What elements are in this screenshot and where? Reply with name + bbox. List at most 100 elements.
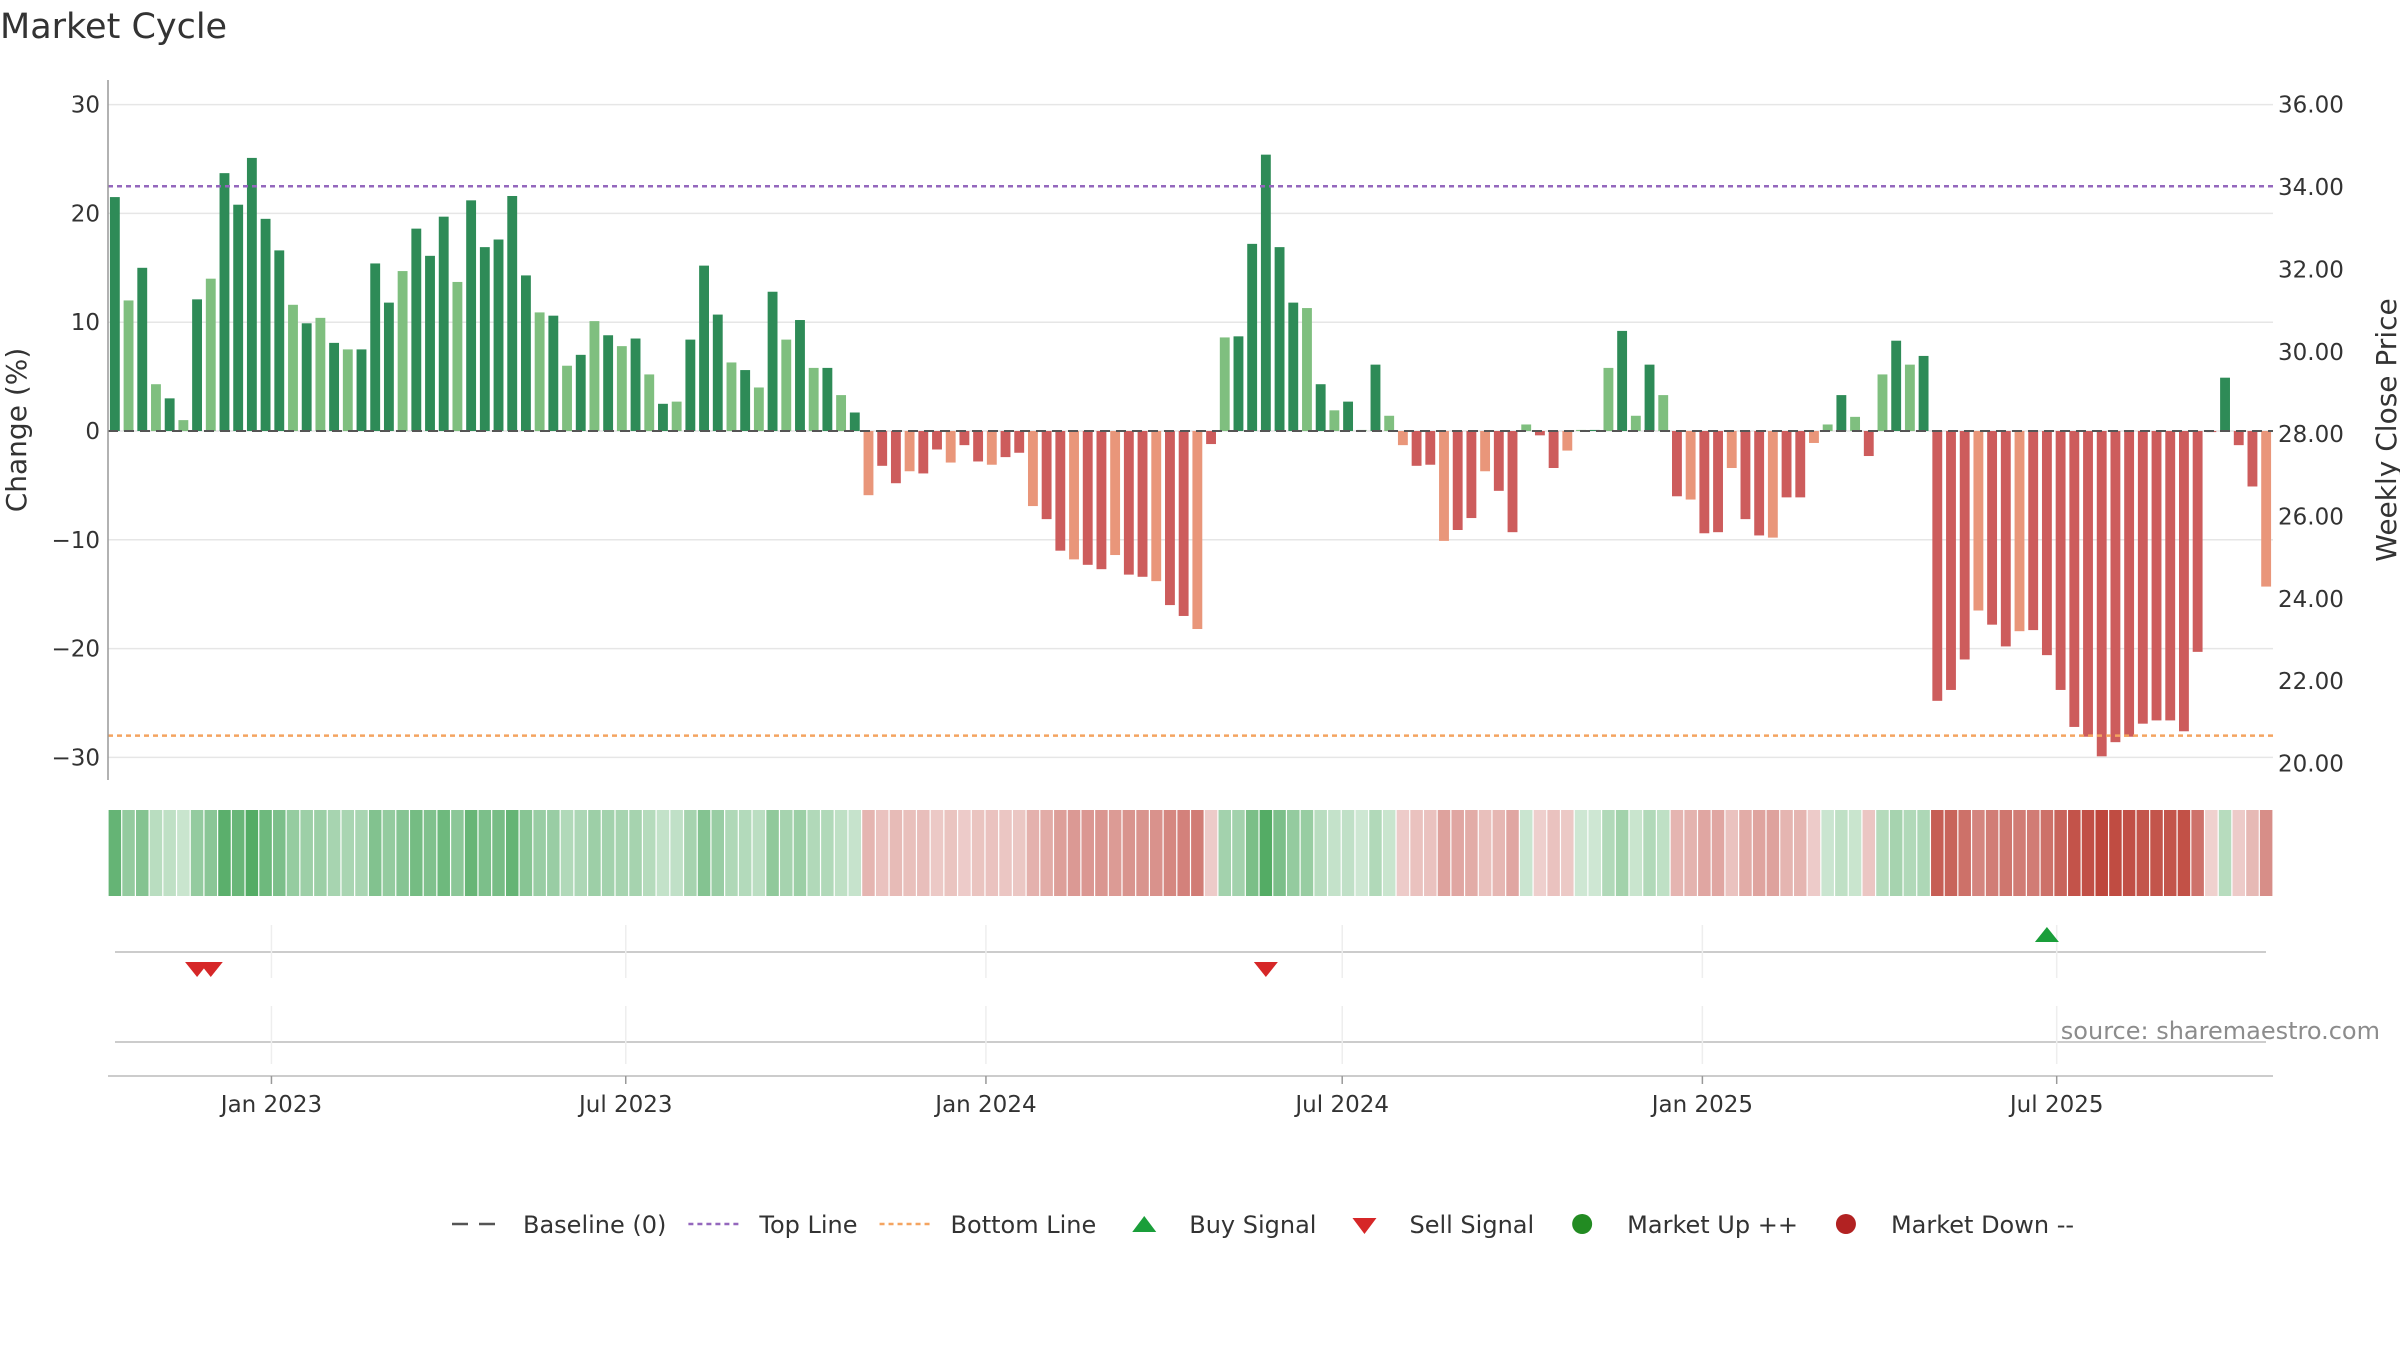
- bar: [1863, 431, 1874, 457]
- bar: [1425, 431, 1436, 465]
- bar: [1247, 243, 1258, 431]
- heat-cell: [1259, 810, 1273, 896]
- heat-cell: [2136, 810, 2150, 896]
- bar: [658, 403, 668, 431]
- bar: [246, 157, 257, 432]
- y2-tick-label: 32.00: [2278, 257, 2344, 283]
- y-tick-label: 10: [71, 310, 100, 336]
- bar: [1589, 429, 1600, 431]
- heat-strip: [108, 810, 2273, 896]
- heat-cell: [1465, 810, 1478, 896]
- heat-cell: [1245, 810, 1259, 896]
- buy-signal-marker: [2034, 927, 2059, 942]
- heat-cell: [1341, 810, 1355, 896]
- heat-cell: [464, 810, 478, 896]
- heat-cell: [2150, 810, 2163, 896]
- bar: [1315, 384, 1326, 431]
- heat-cell: [2026, 810, 2040, 896]
- heat-cell: [1615, 810, 1629, 896]
- bar: [1918, 355, 1929, 431]
- heat-cell: [286, 810, 300, 896]
- y2-tick-label: 24.00: [2278, 587, 2344, 613]
- bar: [342, 349, 353, 431]
- bar: [932, 431, 942, 450]
- heat-cell: [875, 810, 889, 896]
- bar: [726, 362, 737, 431]
- y-axis-left-title: Change (%): [0, 348, 33, 513]
- bar: [356, 349, 367, 431]
- heat-cell: [615, 810, 629, 896]
- y-tick-label: −30: [51, 745, 100, 771]
- bar: [986, 431, 997, 465]
- bar: [2261, 431, 2272, 587]
- heat-cell: [300, 810, 313, 896]
- heat-cell: [738, 810, 752, 896]
- bar: [520, 275, 531, 431]
- bar: [205, 278, 216, 431]
- bar: [2055, 431, 2066, 690]
- legend-market-up-symbol: [1572, 1214, 1593, 1234]
- heat-cell: [656, 810, 670, 896]
- bar: [178, 420, 189, 431]
- bar: [1754, 431, 1765, 536]
- heat-cell: [985, 810, 999, 896]
- bar: [383, 302, 394, 431]
- heat-cell: [245, 810, 259, 896]
- heat-cell: [2232, 810, 2245, 896]
- heat-cell: [327, 810, 341, 896]
- heat-cell: [1451, 810, 1464, 896]
- bar: [438, 216, 449, 431]
- bar: [2083, 431, 2093, 737]
- bar: [712, 314, 723, 431]
- heat-cell: [889, 810, 903, 896]
- heat-cell: [1300, 810, 1314, 896]
- heat-cell: [642, 810, 656, 896]
- heat-cell: [1287, 810, 1300, 896]
- heat-cell: [2040, 810, 2054, 896]
- heat-cell: [1136, 810, 1149, 896]
- heat-cell: [1218, 810, 1232, 896]
- heat-cell: [1561, 810, 1574, 896]
- bar: [753, 387, 764, 431]
- heat-cell: [601, 810, 615, 896]
- bar: [1644, 364, 1655, 431]
- bar: [1137, 431, 1148, 577]
- signal-panel: [115, 925, 2266, 1064]
- heat-cell: [2054, 810, 2067, 896]
- heat-cell: [1835, 810, 1848, 896]
- heat-cell: [355, 810, 368, 896]
- bar: [2110, 431, 2121, 743]
- heat-cell: [519, 810, 533, 896]
- heat-cell: [1876, 810, 1889, 896]
- bar: [1562, 431, 1573, 451]
- heat-cell: [1533, 810, 1547, 896]
- heat-cell: [588, 810, 601, 896]
- bar: [274, 250, 285, 431]
- bar: [849, 412, 860, 431]
- heat-cell: [1163, 810, 1177, 896]
- heat-cell: [1382, 810, 1396, 896]
- bars-layer: [109, 154, 2272, 757]
- bar: [1466, 431, 1477, 519]
- heat-cell: [1629, 810, 1643, 896]
- bar: [945, 431, 956, 463]
- bar: [425, 255, 435, 431]
- heat-cell: [1862, 810, 1876, 896]
- bar: [1507, 431, 1518, 533]
- bar: [1123, 431, 1134, 575]
- heat-cell: [1369, 810, 1382, 896]
- y-tick-label: −10: [51, 528, 100, 554]
- bar: [1603, 367, 1614, 431]
- bar: [1822, 424, 1833, 431]
- bar: [1384, 415, 1395, 431]
- heat-cell: [670, 810, 683, 896]
- bar: [1288, 302, 1299, 431]
- heat-cell: [1684, 810, 1697, 896]
- bar: [918, 431, 929, 474]
- y-tick-label: 20: [71, 201, 100, 227]
- heat-cell: [1739, 810, 1752, 896]
- heat-cell: [930, 810, 944, 896]
- legend-item-sell: Sell Signal: [1352, 1211, 1534, 1239]
- heat-cell: [1424, 810, 1437, 896]
- heat-cell: [533, 810, 546, 896]
